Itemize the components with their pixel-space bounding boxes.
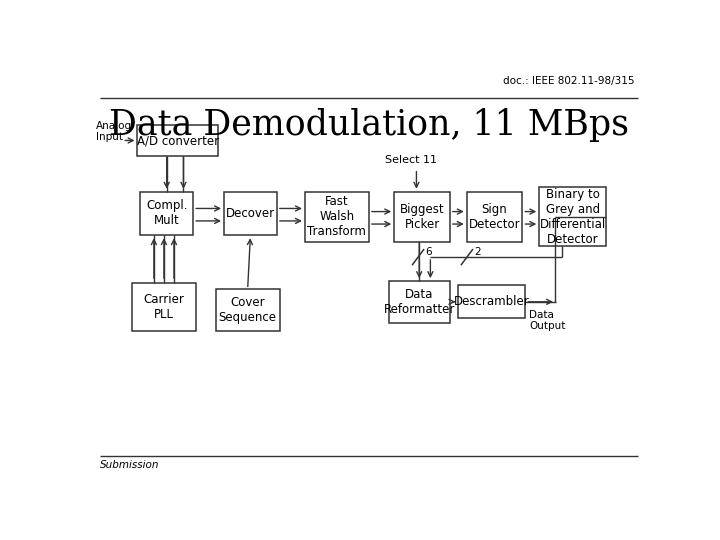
Text: 6: 6 — [425, 247, 431, 257]
Bar — [132, 283, 196, 331]
Text: Descrambler: Descrambler — [454, 295, 530, 308]
Text: doc.: IEEE 802.11-98/315: doc.: IEEE 802.11-98/315 — [503, 77, 634, 86]
Text: Select 11: Select 11 — [385, 154, 437, 165]
Text: Sign
Detector: Sign Detector — [469, 202, 521, 231]
Text: Analog
Input: Analog Input — [96, 120, 132, 142]
Bar — [305, 192, 369, 241]
Text: Compl.
Mult: Compl. Mult — [146, 199, 187, 227]
Text: 2: 2 — [474, 247, 482, 257]
Bar — [539, 187, 606, 246]
Bar — [215, 289, 280, 331]
Text: Binary to
Grey and
Differential
Detector: Binary to Grey and Differential Detector — [539, 187, 606, 246]
Text: Decover: Decover — [226, 207, 275, 220]
Text: Data
Output: Data Output — [529, 310, 565, 332]
Text: A/D converter: A/D converter — [137, 134, 219, 147]
Text: Carrier
PLL: Carrier PLL — [143, 293, 184, 321]
Bar — [224, 192, 277, 235]
Bar — [389, 281, 450, 322]
Text: Fast
Walsh
Transform: Fast Walsh Transform — [307, 195, 366, 238]
Text: Submission: Submission — [100, 460, 160, 470]
Text: Biggest
Picker: Biggest Picker — [400, 202, 444, 231]
Bar — [459, 285, 526, 319]
Bar — [394, 192, 450, 241]
Bar — [140, 192, 193, 235]
Bar — [138, 125, 218, 156]
Text: Data Demodulation, 11 MBps: Data Demodulation, 11 MBps — [109, 108, 629, 142]
Text: Data
Reformatter: Data Reformatter — [384, 288, 455, 316]
Text: Cover
Sequence: Cover Sequence — [219, 296, 276, 324]
Bar — [467, 192, 523, 241]
